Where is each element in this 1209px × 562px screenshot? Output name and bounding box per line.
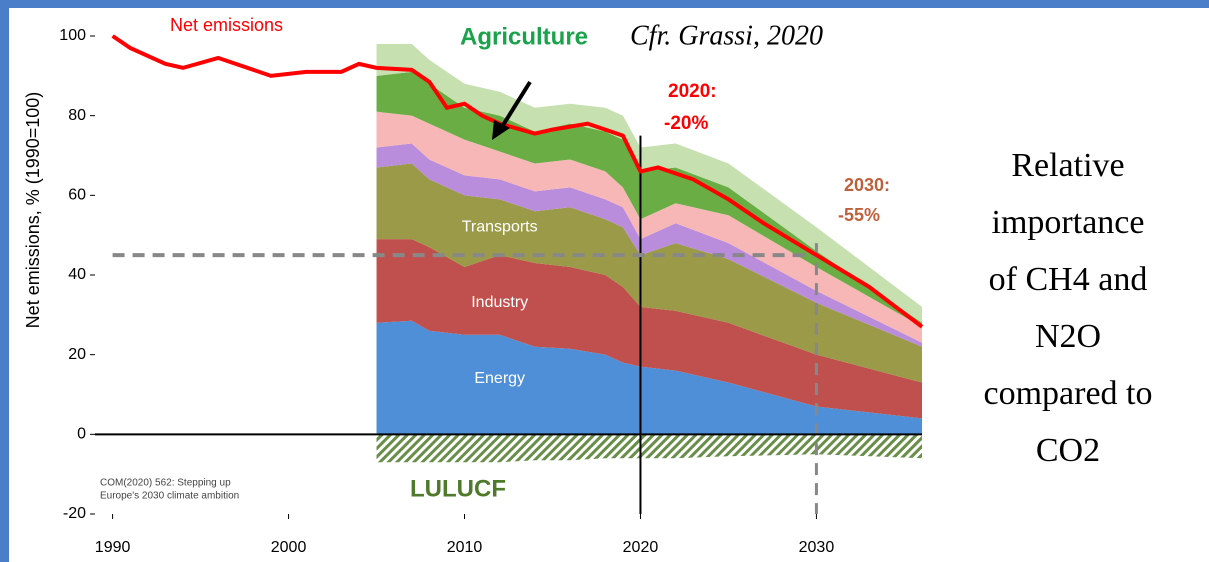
- side-text: Relative: [1011, 147, 1124, 184]
- x-tick-label: 2030: [799, 539, 835, 556]
- x-tick-label: 2000: [271, 539, 307, 556]
- y-axis-label: Net emissions, % (1990=100): [23, 92, 43, 329]
- line: [111, 34, 924, 329]
- source-note: COM(2020) 562: Stepping up: [100, 478, 231, 489]
- area: [376, 320, 922, 435]
- source-note: Europe's 2030 climate ambition: [100, 491, 239, 502]
- series-label: Agriculture: [460, 23, 588, 50]
- side-text: CO2: [1036, 432, 1100, 469]
- slide-border-left: [0, 0, 9, 562]
- series-label: Transports: [462, 218, 538, 235]
- annotation: 2020:: [668, 81, 717, 102]
- annotation: -20%: [664, 113, 708, 134]
- citation: Cfr. Grassi, 2020: [630, 20, 823, 51]
- y-tick-label: 60: [68, 187, 86, 204]
- series-label: LULUCF: [410, 475, 506, 502]
- y-tick-label: -20: [63, 505, 86, 522]
- x-tick-label: 1990: [95, 539, 131, 556]
- series-label: Net emissions: [170, 15, 283, 35]
- y-tick-label: 40: [68, 266, 86, 283]
- area: [376, 111, 922, 343]
- area: [376, 71, 922, 327]
- side-text: compared to: [984, 375, 1153, 412]
- annotation: -55%: [838, 205, 880, 225]
- area: [376, 43, 922, 323]
- annotation: 2030:: [844, 175, 890, 195]
- side-text: N2O: [1035, 318, 1101, 355]
- series-label: Energy: [474, 370, 525, 387]
- series-label: Industry: [471, 294, 528, 311]
- area: [376, 143, 922, 347]
- slide-border-top: [0, 0, 1209, 8]
- arrow-head: [492, 120, 510, 140]
- side-text: importance: [992, 204, 1145, 241]
- area: [376, 239, 922, 419]
- y-tick-label: 80: [68, 107, 86, 124]
- y-tick-label: 0: [77, 426, 86, 443]
- area: [376, 434, 922, 463]
- x-tick-label: 2020: [623, 539, 659, 556]
- y-tick-label: 100: [59, 27, 86, 44]
- side-text: of CH4 and: [989, 261, 1148, 298]
- arrow: [498, 80, 532, 132]
- x-tick-label: 2010: [447, 539, 483, 556]
- y-tick-label: 20: [68, 346, 86, 363]
- area: [376, 163, 922, 383]
